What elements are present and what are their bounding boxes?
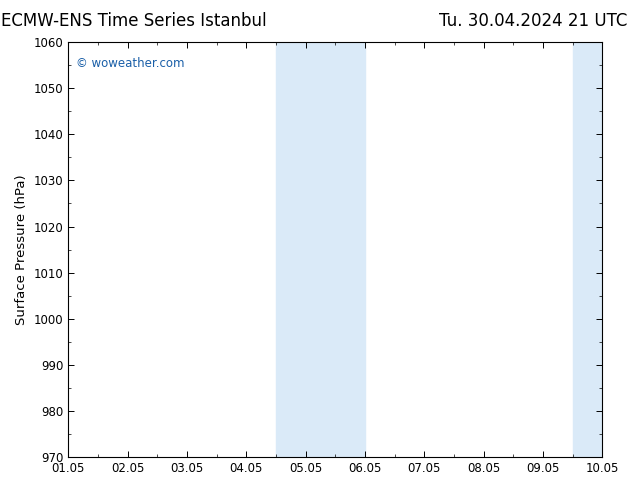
Bar [276, 42, 365, 457]
Text: © woweather.com: © woweather.com [76, 56, 184, 70]
Bar [573, 42, 634, 457]
Text: Tu. 30.04.2024 21 UTC: Tu. 30.04.2024 21 UTC [439, 12, 628, 30]
Text: ECMW-ENS Time Series Istanbul: ECMW-ENS Time Series Istanbul [1, 12, 266, 30]
Y-axis label: Surface Pressure (hPa): Surface Pressure (hPa) [15, 174, 28, 325]
